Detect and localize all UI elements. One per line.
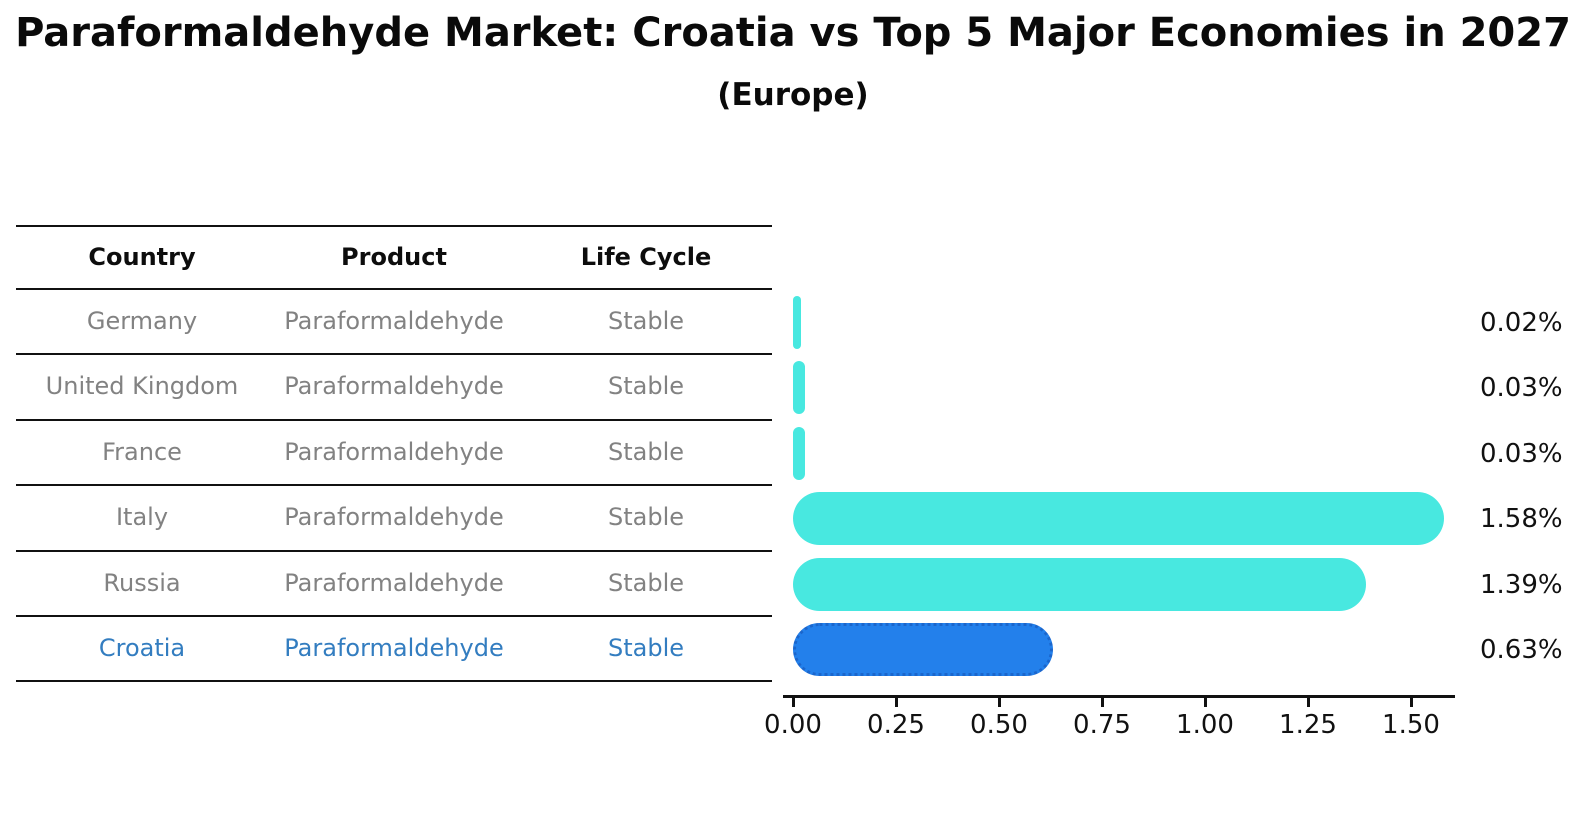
cell-product: Paraformaldehyde xyxy=(284,568,504,597)
value-label-united-kingdom: 0.03% xyxy=(1480,373,1563,403)
table-row-united-kingdom: United Kingdom Paraformaldehyde Stable xyxy=(16,355,772,421)
cell-lifecycle: Stable xyxy=(607,568,685,597)
x-axis-tick xyxy=(792,698,795,707)
bar-russia xyxy=(793,558,1366,611)
bar-germany xyxy=(793,296,802,349)
table-header: Country Product Life Cycle xyxy=(16,225,772,290)
x-axis-tick xyxy=(1410,698,1413,707)
x-axis-tick xyxy=(1204,698,1207,707)
cell-product: Paraformaldehyde xyxy=(284,307,504,335)
cell-country: Germany xyxy=(86,307,198,335)
x-axis-tick-label: 0.25 xyxy=(867,710,925,740)
cell-product: Paraformaldehyde xyxy=(284,372,504,401)
x-axis-tick xyxy=(1307,698,1310,707)
x-axis-tick-label: 1.50 xyxy=(1382,710,1440,740)
cell-lifecycle: Stable xyxy=(607,503,685,532)
value-label-russia: 1.39% xyxy=(1480,570,1563,600)
table-row-russia: Russia Paraformaldehyde Stable xyxy=(16,552,772,617)
x-axis-tick xyxy=(1101,698,1104,707)
cell-lifecycle: Stable xyxy=(607,634,685,662)
table-row-italy: Italy Paraformaldehyde Stable xyxy=(16,486,772,552)
x-axis-tick-label: 1.00 xyxy=(1176,710,1234,740)
x-axis-spine xyxy=(783,695,1455,698)
table-row-croatia: Croatia Paraformaldehyde Stable xyxy=(16,617,772,683)
value-label-italy: 1.58% xyxy=(1480,504,1563,534)
bar-italy xyxy=(793,492,1444,545)
x-axis-tick-label: 0.50 xyxy=(970,710,1028,740)
bar-united-kingdom xyxy=(793,361,806,414)
value-label-france: 0.03% xyxy=(1480,439,1563,469)
cell-product: Paraformaldehyde xyxy=(284,437,504,466)
bar-france xyxy=(793,427,806,480)
cell-country: Russia xyxy=(103,568,181,597)
x-axis-tick-label: 0.00 xyxy=(764,710,822,740)
cell-country: United Kingdom xyxy=(45,372,239,401)
cell-country: Italy xyxy=(115,503,169,532)
cell-country: France xyxy=(102,437,182,466)
cell-lifecycle: Stable xyxy=(607,307,685,335)
x-axis-tick-label: 0.75 xyxy=(1073,710,1131,740)
cell-country: Croatia xyxy=(98,634,186,662)
column-header-product: Product xyxy=(341,243,447,271)
value-label-croatia: 0.63% xyxy=(1480,635,1563,665)
column-header-country: Country xyxy=(88,243,196,271)
x-axis-tick-label: 1.25 xyxy=(1279,710,1337,740)
cell-product: Paraformaldehyde xyxy=(284,503,504,532)
cell-lifecycle: Stable xyxy=(607,372,685,401)
x-axis-tick xyxy=(998,698,1001,707)
x-axis-tick xyxy=(895,698,898,707)
column-header-lifecycle: Life Cycle xyxy=(580,243,712,271)
value-label-germany: 0.02% xyxy=(1480,308,1563,338)
chart-subtitle: (Europe) xyxy=(717,77,869,113)
bar-croatia-highlighted xyxy=(793,623,1053,676)
cell-lifecycle: Stable xyxy=(607,437,685,466)
table-row-france: France Paraformaldehyde Stable xyxy=(16,421,772,487)
cell-product: Paraformaldehyde xyxy=(284,634,504,662)
chart-title: Paraformaldehyde Market: Croatia vs Top … xyxy=(15,10,1571,56)
table-row-germany: Germany Paraformaldehyde Stable xyxy=(16,290,772,356)
